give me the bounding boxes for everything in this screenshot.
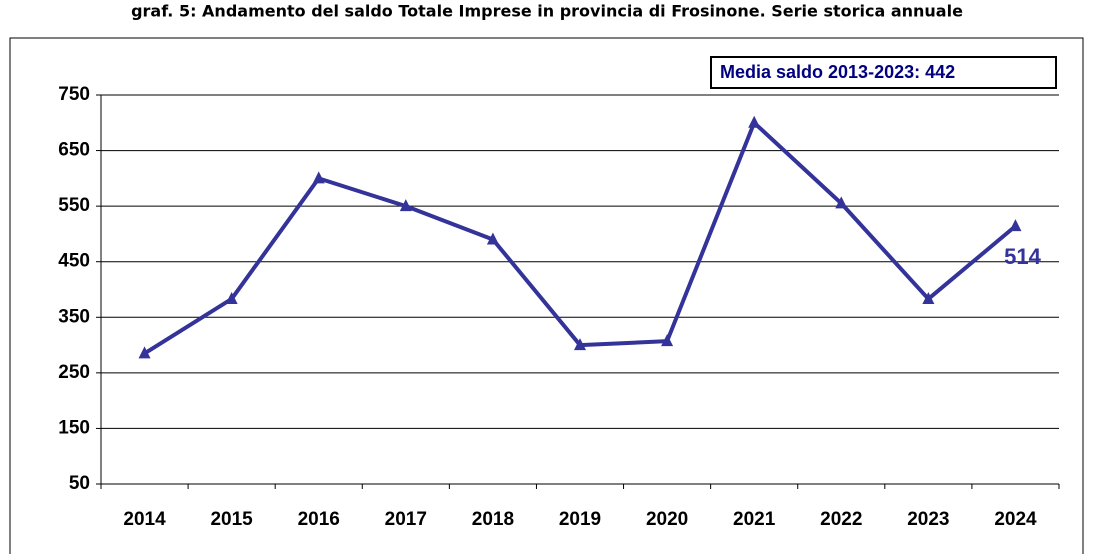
- marker: [138, 346, 151, 359]
- marker: [748, 115, 761, 128]
- x-tick-label: 2016: [298, 509, 340, 530]
- x-tick-label: 2020: [646, 509, 688, 530]
- marker: [312, 171, 325, 184]
- marker: [574, 338, 586, 351]
- y-tick-label: 450: [58, 251, 90, 272]
- marker: [661, 334, 674, 347]
- x-tick-label: 2015: [210, 509, 253, 530]
- marker: [922, 291, 935, 304]
- x-tick-label: 2024: [994, 509, 1037, 530]
- y-tick-label: 650: [58, 140, 90, 161]
- chart-frame: [9, 37, 1084, 554]
- y-tick-label: 50: [69, 473, 90, 494]
- marker: [1009, 219, 1022, 232]
- data-label: 514: [1004, 244, 1041, 269]
- y-tick-label: 250: [58, 362, 90, 383]
- marker: [225, 291, 238, 304]
- x-tick-label: 2014: [123, 509, 166, 530]
- y-tick-label: 350: [58, 306, 90, 327]
- marker: [399, 199, 412, 212]
- x-tick-label: 2018: [472, 509, 514, 530]
- y-tick-label: 750: [58, 84, 90, 105]
- x-tick-label: 2023: [907, 509, 949, 530]
- y-tick-label: 150: [58, 417, 90, 438]
- x-tick-label: 2017: [385, 509, 427, 530]
- y-tick-label: 550: [58, 195, 90, 216]
- chart-title: graf. 5: Andamento del saldo Totale Impr…: [131, 2, 963, 21]
- marker: [835, 196, 848, 209]
- x-tick-label: 2019: [559, 509, 601, 530]
- marker: [486, 232, 499, 245]
- x-tick-label: 2021: [733, 509, 776, 530]
- annotation-box: [710, 56, 1057, 89]
- annotation: Media saldo 2013-2023: 442: [720, 62, 955, 82]
- x-tick-label: 2022: [820, 509, 862, 530]
